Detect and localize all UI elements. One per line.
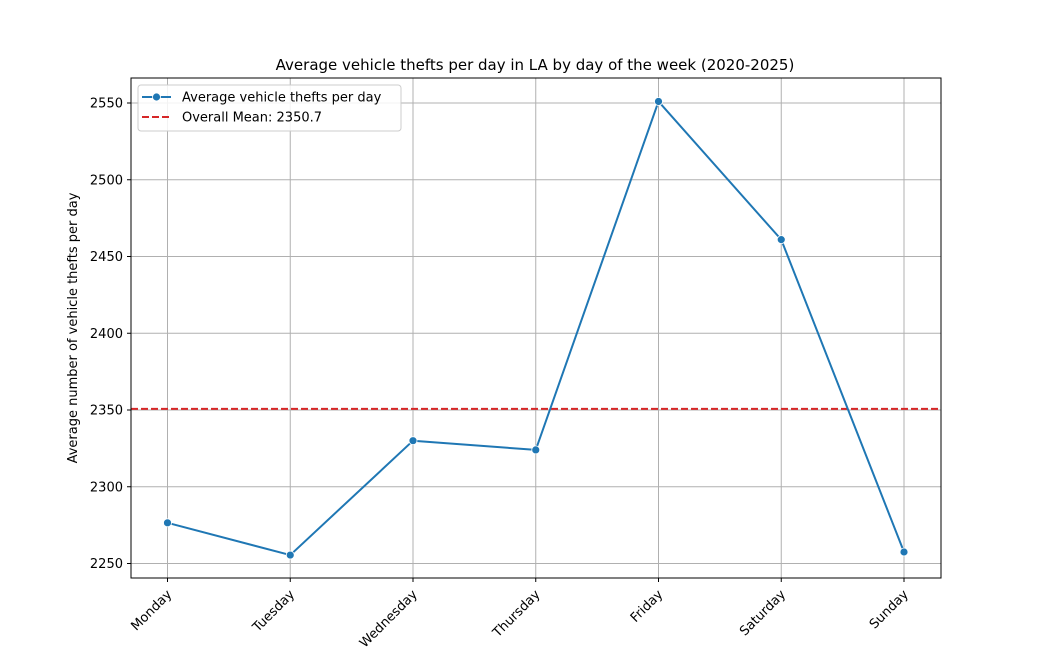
x-tick-label: Wednesday — [357, 587, 421, 649]
y-tick-label: 2450 — [90, 250, 123, 265]
x-tick-label: Sunday — [867, 587, 912, 632]
data-point — [654, 97, 663, 106]
legend-box — [137, 84, 402, 132]
x-tick-label: Tuesday — [249, 587, 298, 636]
data-point — [899, 547, 909, 557]
data-point — [531, 445, 541, 455]
y-tick-label: 2350 — [90, 404, 123, 419]
y-tick-label: 2300 — [90, 480, 123, 495]
y-axis: 2250 2300 2350 2400 2450 2500 2550 — [90, 97, 131, 572]
x-tick-label: Saturday — [737, 587, 789, 639]
legend-series-marker — [152, 92, 161, 102]
x-axis: Monday Tuesday Wednesday Thursday Friday Satu… — [128, 578, 912, 649]
y-tick-label: 2250 — [90, 557, 123, 572]
y-tick-label: 2500 — [90, 173, 123, 188]
x-tick-label: Thursday — [490, 587, 544, 641]
data-point — [285, 550, 295, 560]
y-tick-label: 2400 — [90, 327, 123, 342]
y-axis-title: Average number of vehicle thefts per day — [66, 192, 81, 463]
data-point — [776, 235, 786, 245]
legend-mean-label: Overall Mean: 2350.7 — [182, 111, 322, 126]
data-point — [163, 518, 172, 528]
chart-title: Average vehicle thefts per day in LA by … — [276, 56, 795, 74]
series-layer — [163, 97, 909, 560]
data-point — [408, 436, 418, 446]
x-tick-label: Friday — [628, 587, 667, 626]
x-tick-label: Monday — [128, 587, 175, 634]
legend: Average vehicle thefts per day Overall M… — [137, 84, 402, 132]
grid-lines — [131, 78, 941, 578]
y-tick-label: 2550 — [90, 97, 123, 112]
legend-series-label: Average vehicle thefts per day — [182, 91, 382, 106]
